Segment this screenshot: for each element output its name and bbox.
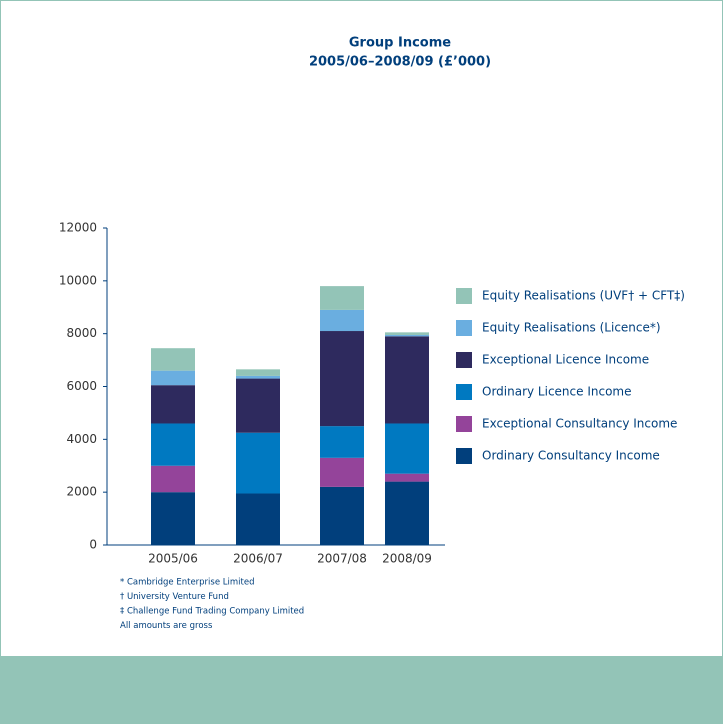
x-tick-label: 2006/07: [233, 552, 283, 566]
legend-label: Exceptional Consultancy Income: [482, 417, 677, 431]
x-tick-label: 2005/06: [148, 552, 198, 566]
bar-segment: [151, 423, 195, 466]
bar-segment: [151, 370, 195, 386]
bar-segment: [385, 336, 429, 424]
y-tick-label: 10000: [59, 273, 97, 287]
legend-swatch: [456, 320, 472, 336]
y-tick-label: 12000: [59, 221, 97, 235]
bar-segment: [236, 432, 280, 494]
chart-title: Group Income: [349, 36, 451, 51]
legend-swatch: [456, 384, 472, 400]
bar-segment: [236, 375, 280, 379]
bar-segment: [320, 331, 364, 427]
footnote: * Cambridge Enterprise Limited: [120, 578, 254, 588]
bar-segment: [236, 369, 280, 376]
bar-segment: [151, 465, 195, 493]
bar-segment: [320, 486, 364, 545]
bar-segment: [151, 385, 195, 424]
footnote: † University Venture Fund: [120, 592, 229, 602]
legend-label: Ordinary Consultancy Income: [482, 449, 660, 463]
legend-label: Ordinary Licence Income: [482, 385, 631, 399]
bar-segment: [385, 334, 429, 337]
legend-label: Equity Realisations (Licence*): [482, 321, 661, 335]
bar-segment: [385, 332, 429, 335]
y-tick-label: 0: [89, 538, 97, 552]
chart-subtitle: 2005/06–2008/09 (£’000): [309, 55, 491, 70]
legend-swatch: [456, 288, 472, 304]
legend-swatch: [456, 416, 472, 432]
x-tick-label: 2007/08: [317, 552, 367, 566]
y-tick-label: 6000: [66, 379, 97, 393]
bar-segment: [151, 492, 195, 545]
y-tick-label: 8000: [66, 326, 97, 340]
bar-segment: [151, 348, 195, 371]
legend-label: Equity Realisations (UVF† + CFT‡): [482, 289, 685, 303]
legend-swatch: [456, 448, 472, 464]
bar-segment: [320, 309, 364, 332]
footnote: All amounts are gross: [120, 621, 213, 631]
bar-segment: [385, 481, 429, 545]
footnote: ‡ Challenge Fund Trading Company Limited: [120, 607, 304, 617]
legend-swatch: [456, 352, 472, 368]
legend-label: Exceptional Licence Income: [482, 353, 649, 367]
y-tick-label: 4000: [66, 432, 97, 446]
bar-segment: [320, 426, 364, 458]
bar-segment: [385, 473, 429, 482]
bar-segment: [320, 286, 364, 310]
footer-band: [0, 656, 723, 724]
bar-segment: [236, 378, 280, 433]
bar-segment: [320, 457, 364, 487]
y-tick-label: 2000: [66, 485, 97, 499]
x-tick-label: 2008/09: [382, 552, 432, 566]
bar-segment: [236, 493, 280, 545]
bar-segment: [385, 423, 429, 474]
